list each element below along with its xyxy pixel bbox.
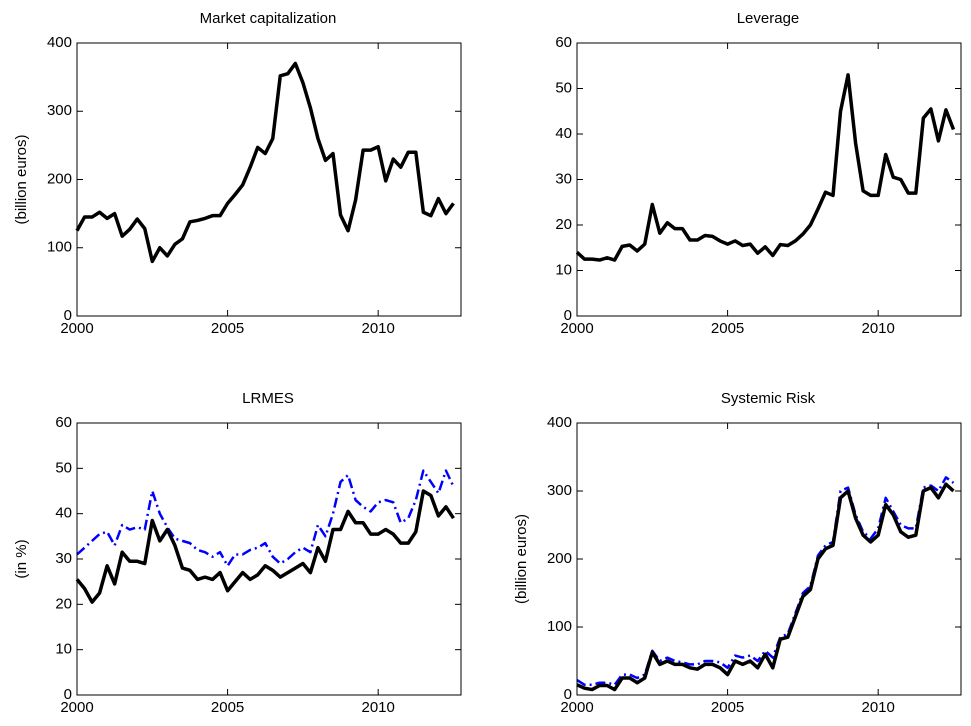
data-line — [76, 469, 455, 568]
plot-frame — [576, 422, 962, 696]
y-tick-label: 20 — [555, 216, 572, 233]
y-axis-label: (billion euros) — [13, 134, 30, 224]
x-tick-label: 2010 — [361, 320, 394, 337]
y-tick-label: 10 — [555, 261, 572, 278]
y-tick-label: 100 — [47, 239, 72, 256]
y-tick-label: 400 — [47, 34, 72, 51]
y-tick-label: 40 — [55, 505, 72, 522]
y-tick-label: 400 — [547, 414, 572, 431]
y-tick-label: 300 — [47, 102, 72, 119]
y-tick-label: 300 — [547, 482, 572, 499]
y-tick-label: 0 — [564, 686, 572, 703]
y-tick-label: 200 — [547, 550, 572, 567]
x-tick-label: 2005 — [211, 699, 244, 716]
x-tick-label: 2000 — [60, 699, 93, 716]
x-tick-label: 2000 — [560, 320, 593, 337]
chart-title: Systemic Risk — [721, 390, 816, 407]
x-tick-label: 2005 — [711, 699, 744, 716]
x-tick-label: 2010 — [861, 320, 894, 337]
y-tick-label: 50 — [55, 459, 72, 476]
data-line — [75, 61, 455, 264]
y-tick-label: 60 — [55, 414, 72, 431]
data-line — [576, 476, 955, 687]
y-tick-label: 20 — [55, 595, 72, 612]
y-tick-label: 30 — [55, 550, 72, 567]
y-tick-label: 100 — [547, 618, 572, 635]
y-axis-label: (in %) — [13, 539, 30, 578]
y-tick-label: 0 — [64, 686, 72, 703]
y-axis-label: (billion euros) — [513, 514, 530, 604]
data-line — [75, 489, 455, 604]
chart-title: Leverage — [737, 10, 800, 27]
y-tick-label: 60 — [555, 34, 572, 51]
x-tick-label: 2010 — [861, 699, 894, 716]
data-line — [575, 73, 956, 262]
chart-title: LRMES — [242, 390, 294, 407]
plot-frame — [576, 42, 962, 317]
y-tick-label: 200 — [47, 170, 72, 187]
x-tick-label: 2000 — [560, 699, 593, 716]
y-tick-label: 50 — [555, 79, 572, 96]
x-tick-label: 2010 — [361, 699, 394, 716]
chart-title: Market capitalization — [200, 10, 337, 27]
x-tick-label: 2005 — [211, 320, 244, 337]
x-tick-label: 2005 — [711, 320, 744, 337]
x-tick-label: 2000 — [60, 320, 93, 337]
y-tick-label: 10 — [55, 641, 72, 658]
y-tick-label: 0 — [64, 307, 72, 324]
y-tick-label: 0 — [564, 307, 572, 324]
y-tick-label: 40 — [555, 125, 572, 142]
plot-frame — [76, 422, 462, 696]
data-line — [576, 482, 955, 692]
plot-frame — [76, 42, 462, 317]
y-tick-label: 30 — [555, 170, 572, 187]
